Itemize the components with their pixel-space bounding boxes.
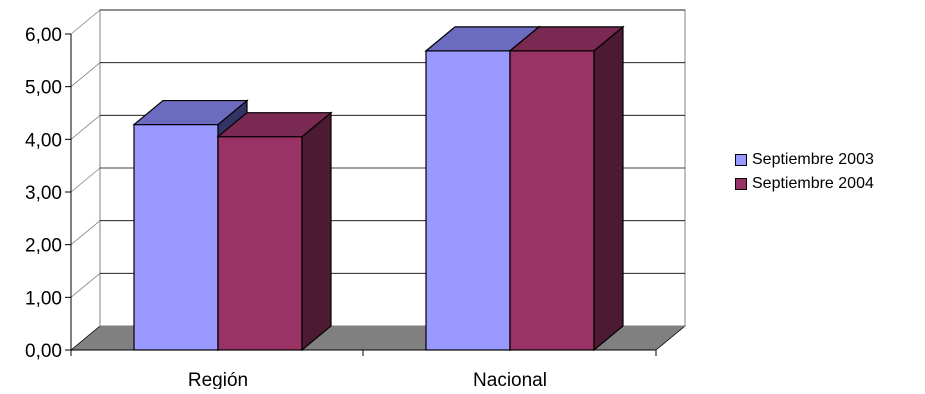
gridline-side (70, 220, 101, 245)
legend-label-series-1: Septiembre 2003 (752, 151, 874, 168)
y-tick-label: 5,00 (25, 78, 62, 99)
y-tick-label: 0,00 (25, 341, 62, 362)
bar-front (509, 50, 595, 351)
legend-swatch-series-2 (735, 178, 747, 190)
bar-side (301, 111, 332, 352)
legend-item-series-2: Septiembre 2004 (735, 174, 874, 194)
bar-side (593, 25, 624, 352)
bar-top (132, 99, 249, 126)
legend-item-series-1: Septiembre 2003 (735, 150, 874, 170)
y-tick-label: 3,00 (25, 183, 62, 204)
y-tick-label: 4,00 (25, 130, 62, 151)
y-tick-label: 1,00 (25, 288, 62, 309)
y-tick-label: 6,00 (25, 25, 62, 46)
bar-top (216, 112, 333, 138)
bar-front (133, 123, 219, 351)
bar-1-2 (216, 111, 333, 352)
x-tick-label: Nacional (473, 370, 547, 389)
gridline-side (70, 62, 101, 87)
bar-2-2 (508, 25, 625, 352)
x-tick-label: Región (188, 370, 248, 389)
gridline-side (70, 273, 101, 298)
gridline-side (70, 9, 101, 35)
legend: Septiembre 2003 Septiembre 2004 (729, 146, 921, 204)
gridline-side (70, 115, 101, 140)
bar-front (217, 136, 303, 351)
gridline-side (70, 167, 101, 193)
bar-front (425, 50, 511, 351)
legend-swatch-series-1 (735, 154, 747, 166)
bar-top (508, 26, 625, 52)
y-tick-label: 2,00 (25, 236, 62, 257)
legend-label-series-2: Septiembre 2004 (752, 175, 874, 192)
